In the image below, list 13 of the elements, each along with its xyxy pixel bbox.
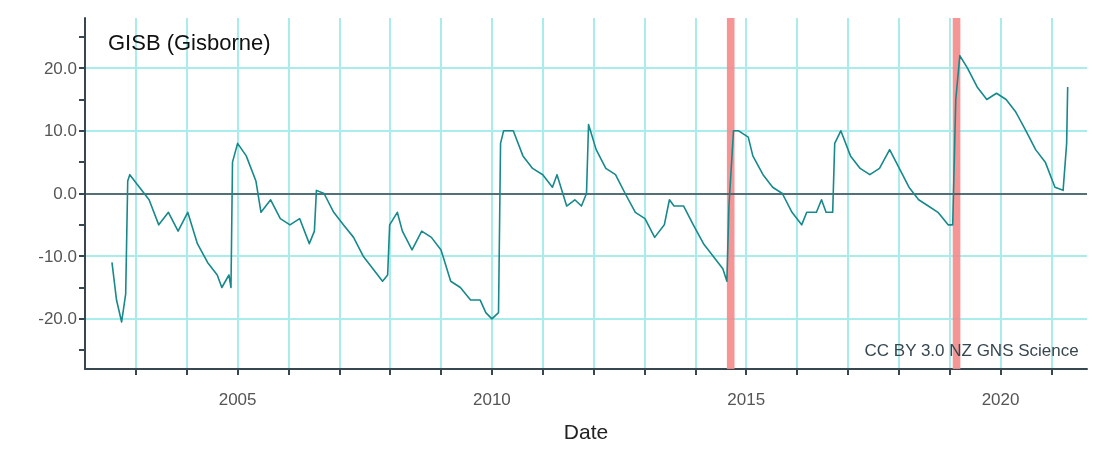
y-tick-label: 10.0 <box>43 121 77 141</box>
text: GISB (Gisborne) <box>108 29 271 55</box>
y-tick-label: 0.0 <box>53 184 77 203</box>
x-tick-label: 2015 <box>727 390 766 409</box>
x-axis-title: Date <box>563 420 609 443</box>
line-series <box>111 54 1069 323</box>
x-tick-label: 2010 <box>472 390 511 409</box>
x-tick-label: 2020 <box>981 390 1020 409</box>
y-tick-label: -10.0 <box>38 246 77 266</box>
annotation: CC BY 3.0 NZ GNS Science <box>864 341 1079 360</box>
x-tick-label: 2005 <box>218 390 257 409</box>
y-tick-label: -20.0 <box>38 309 77 329</box>
y-tick-label: 20.0 <box>43 58 77 78</box>
